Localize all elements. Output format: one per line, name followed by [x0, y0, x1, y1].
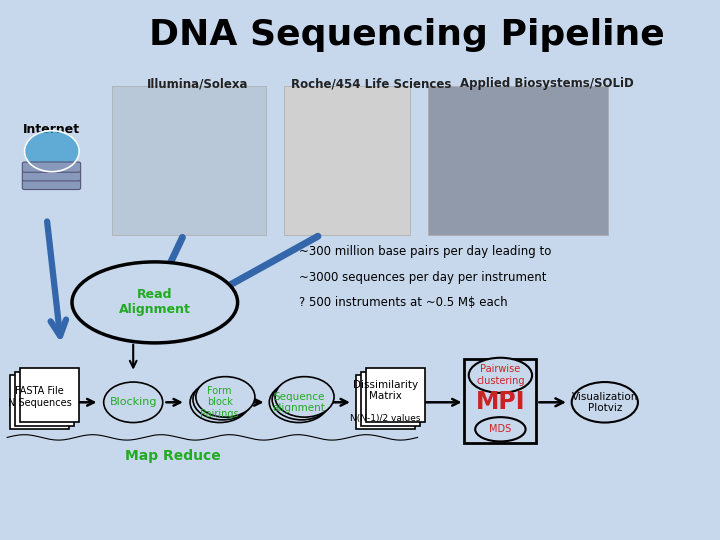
Ellipse shape [269, 382, 328, 422]
Text: DNA Sequencing Pipeline: DNA Sequencing Pipeline [149, 18, 665, 52]
Text: ~3000 sequences per day per instrument: ~3000 sequences per day per instrument [299, 271, 546, 284]
FancyBboxPatch shape [22, 171, 81, 181]
Circle shape [24, 131, 79, 172]
Text: Sequence
alignment: Sequence alignment [272, 392, 325, 413]
Text: Illumina/Solexa: Illumina/Solexa [148, 77, 248, 90]
Text: Read
Alignment: Read Alignment [119, 288, 191, 316]
Ellipse shape [275, 377, 334, 417]
Text: ? 500 instruments at ~0.5 M$ each: ? 500 instruments at ~0.5 M$ each [299, 296, 508, 309]
Ellipse shape [193, 379, 252, 420]
Text: Visualization
Plotviz: Visualization Plotviz [572, 392, 638, 413]
Text: Roche/454 Life Sciences: Roche/454 Life Sciences [291, 77, 451, 90]
Text: N(N-1)/2 values: N(N-1)/2 values [350, 414, 420, 423]
Ellipse shape [104, 382, 163, 422]
Text: Form
block
Pairings: Form block Pairings [200, 386, 239, 419]
Ellipse shape [196, 377, 255, 417]
Text: Internet: Internet [23, 123, 81, 136]
Text: MDS: MDS [490, 424, 511, 434]
Text: Map Reduce: Map Reduce [125, 449, 220, 463]
FancyBboxPatch shape [284, 86, 410, 235]
Text: Applied Biosystems/SOLiD: Applied Biosystems/SOLiD [460, 77, 634, 90]
Text: ~300 million base pairs per day leading to: ~300 million base pairs per day leading … [299, 245, 552, 258]
FancyBboxPatch shape [10, 375, 69, 429]
Ellipse shape [469, 357, 532, 393]
Text: Blocking: Blocking [109, 397, 157, 407]
FancyBboxPatch shape [366, 368, 425, 422]
Ellipse shape [72, 262, 238, 343]
FancyBboxPatch shape [361, 372, 420, 426]
FancyBboxPatch shape [112, 86, 266, 235]
Text: Dissimilarity
Matrix: Dissimilarity Matrix [353, 380, 418, 401]
Ellipse shape [190, 382, 249, 422]
Text: FASTA File
N Sequences: FASTA File N Sequences [8, 386, 71, 408]
FancyBboxPatch shape [356, 375, 415, 429]
FancyBboxPatch shape [428, 86, 608, 235]
FancyBboxPatch shape [15, 372, 74, 426]
FancyBboxPatch shape [22, 179, 81, 190]
Ellipse shape [272, 379, 331, 420]
Text: MPI: MPI [476, 390, 525, 414]
FancyBboxPatch shape [464, 359, 536, 443]
FancyBboxPatch shape [22, 162, 81, 172]
FancyBboxPatch shape [20, 368, 79, 422]
Ellipse shape [572, 382, 638, 422]
Ellipse shape [475, 417, 526, 442]
Text: Pairwise
clustering: Pairwise clustering [476, 364, 525, 386]
